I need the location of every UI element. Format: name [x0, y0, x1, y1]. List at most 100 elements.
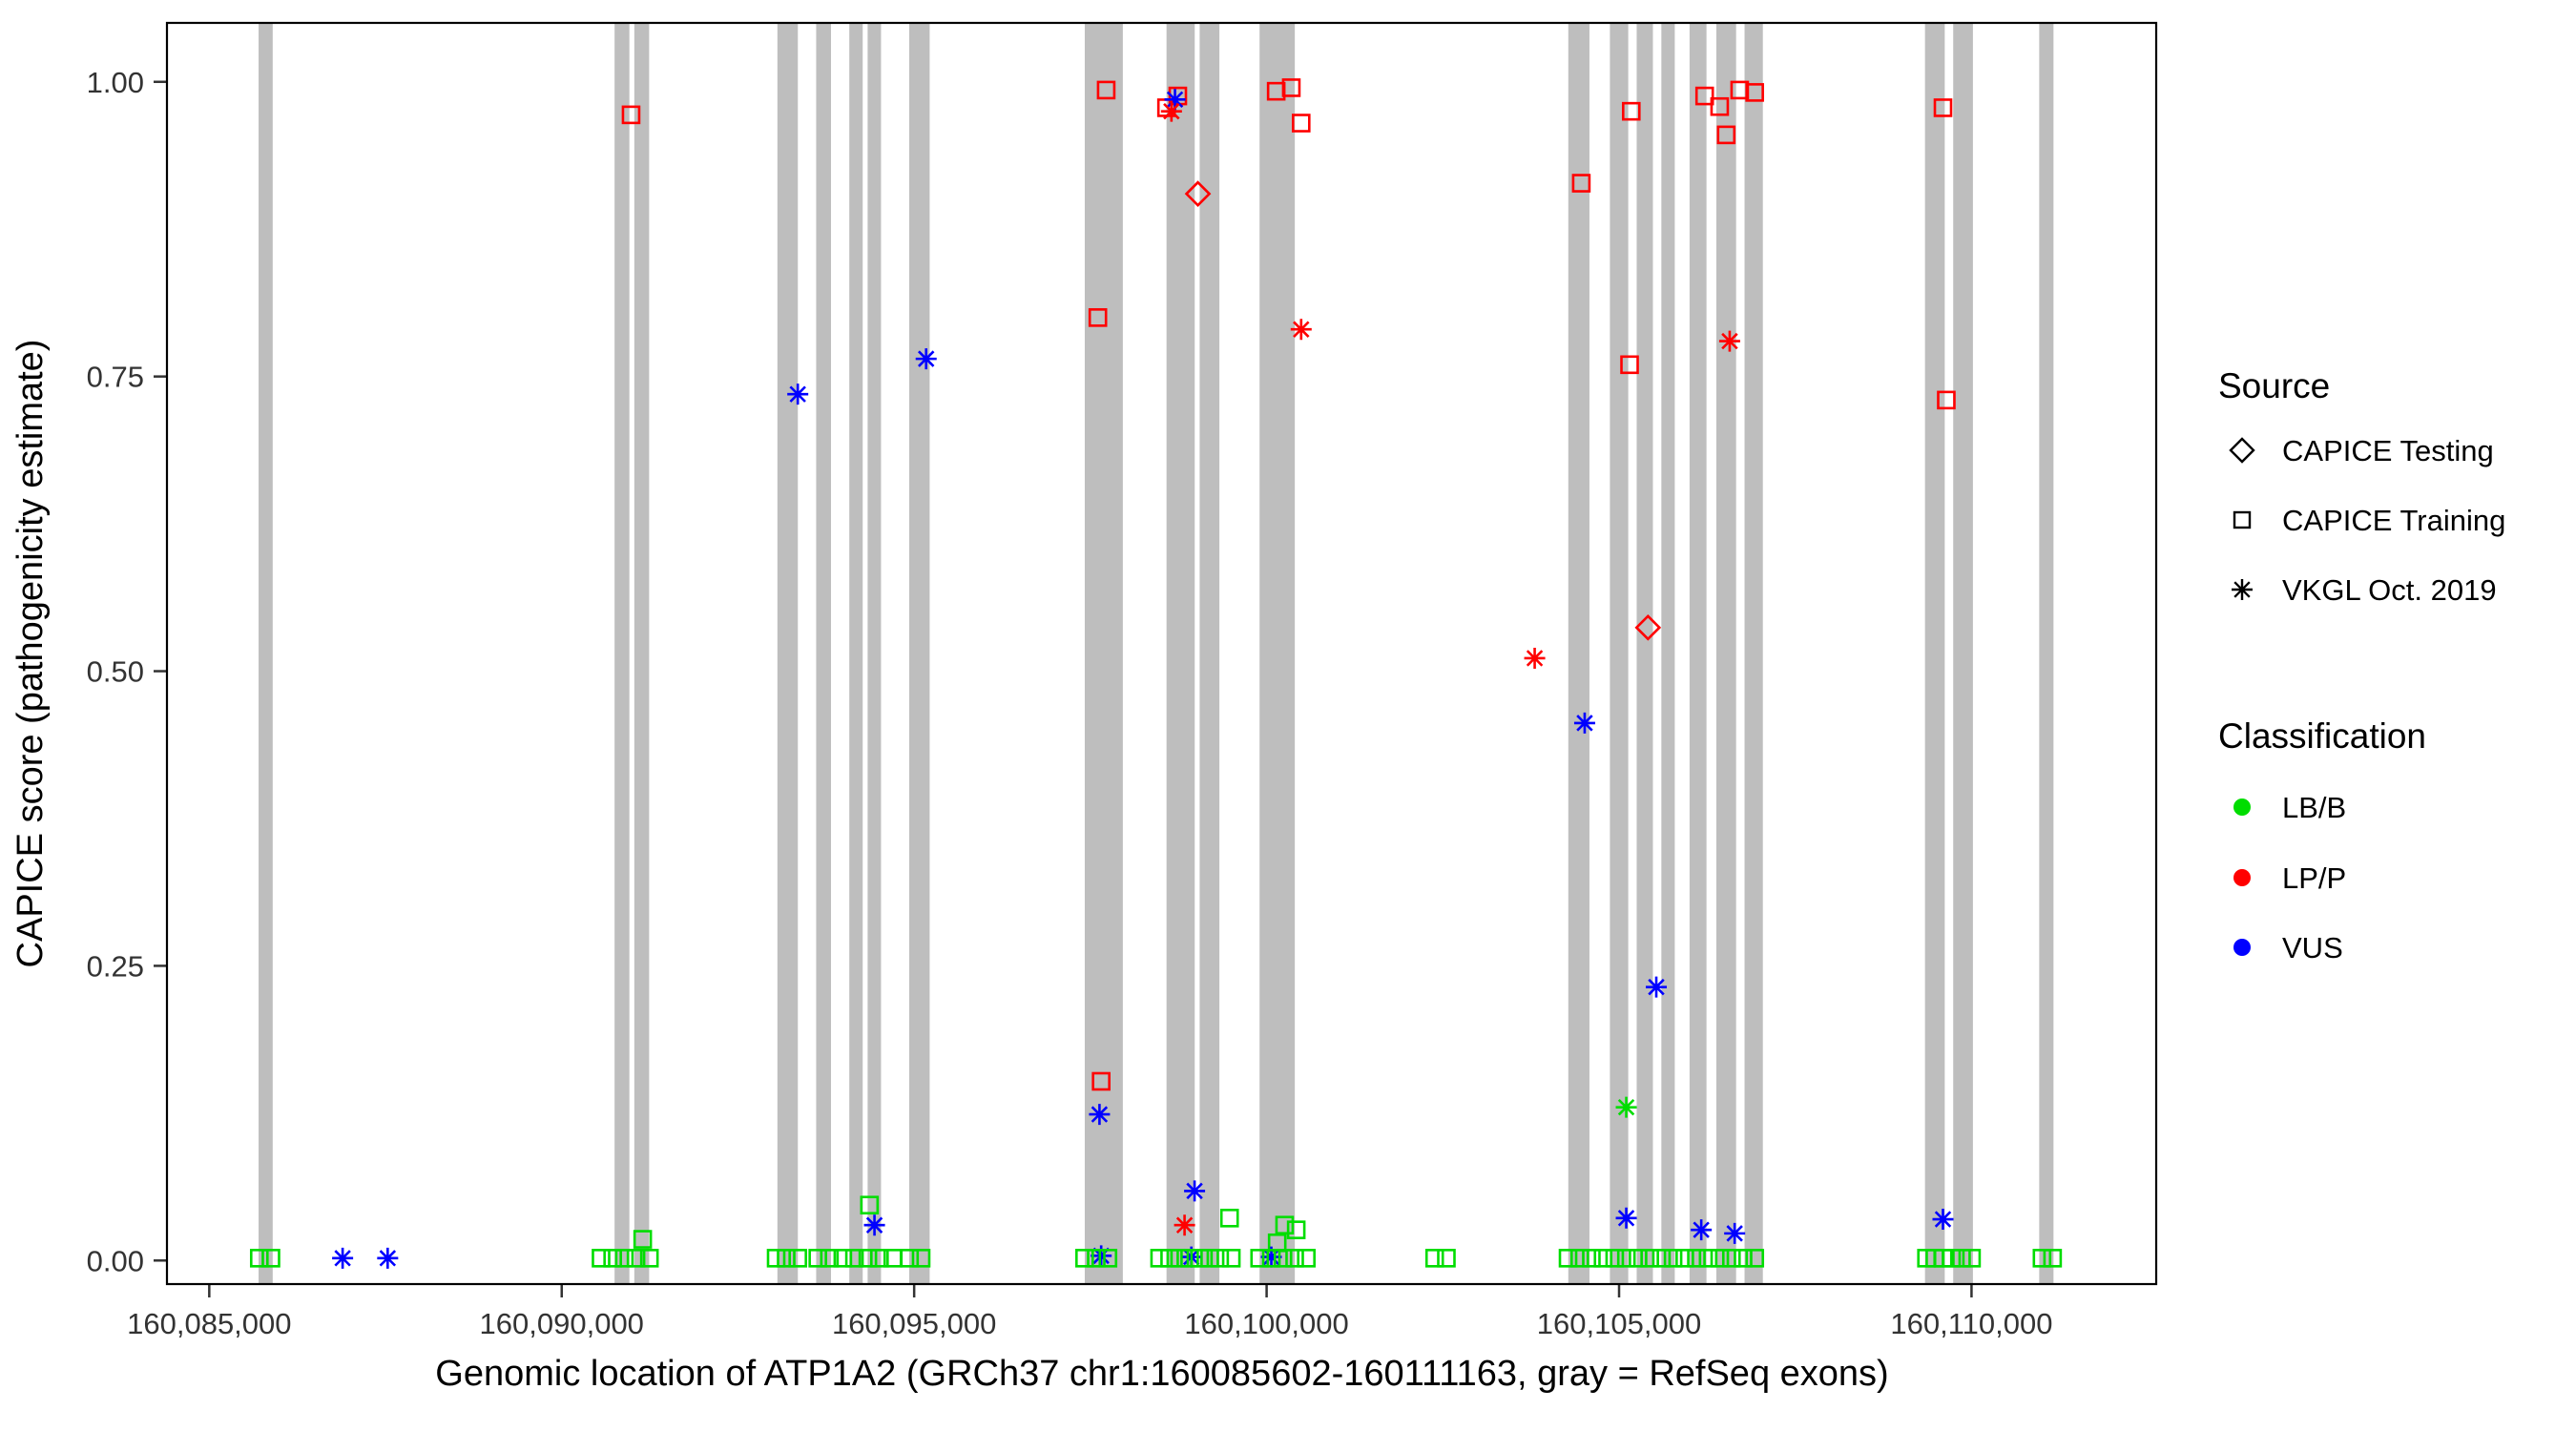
data-point-square [1687, 1249, 1706, 1268]
square-icon [2233, 510, 2252, 529]
data-point-square [261, 1249, 280, 1268]
exon-bar [816, 23, 831, 1284]
data-point-asterisk [1932, 1209, 1954, 1231]
data-point-square [603, 1249, 622, 1268]
exon-bar [1199, 23, 1220, 1284]
data-point-asterisk [1290, 319, 1312, 341]
lbb-color-dot-icon [2233, 798, 2251, 816]
data-point-square [777, 1249, 796, 1268]
data-point-asterisk [1615, 1207, 1637, 1229]
plot-background [167, 23, 2156, 1284]
data-point-square [1437, 1249, 1456, 1268]
y-tick-label: 0.00 [87, 1244, 144, 1277]
x-tick-label: 160,085,000 [127, 1307, 291, 1340]
data-point-square [1716, 125, 1736, 145]
legend-item-lpp: LP/P [2282, 861, 2346, 895]
data-point-asterisk [1615, 1096, 1637, 1118]
data-point-square [1190, 1249, 1210, 1268]
data-point-asterisk [377, 1247, 399, 1269]
legend-item-capice-training: CAPICE Training [2282, 504, 2505, 537]
exon-bar [1715, 23, 1736, 1284]
data-point-square [1297, 1249, 1316, 1268]
exon-bar [849, 23, 863, 1284]
data-point-asterisk [1089, 1104, 1111, 1126]
y-axis-title: CAPICE score (pathogenicity estimate) [10, 340, 51, 968]
data-point-square [1582, 1249, 1601, 1268]
data-point-square [621, 105, 641, 125]
exon-bar [1610, 23, 1629, 1284]
data-point-asterisk [1160, 100, 1182, 122]
data-point-diamond [1184, 180, 1212, 207]
x-tick-label: 160,100,000 [1184, 1307, 1348, 1340]
data-point-square [1710, 1249, 1730, 1268]
data-point-square [900, 1249, 920, 1268]
exon-bar [1084, 23, 1123, 1284]
data-point-asterisk [1091, 1245, 1112, 1267]
data-point-square [1210, 1249, 1230, 1268]
y-tick-label: 1.00 [87, 66, 144, 99]
x-tick-label: 160,095,000 [832, 1307, 996, 1340]
data-point-square [1219, 1209, 1239, 1228]
data-point-square [1640, 1249, 1659, 1268]
legend-item-vkgl: VKGL Oct. 2019 [2282, 573, 2497, 607]
data-point-square [1620, 355, 1639, 375]
data-point-diamond [1634, 613, 1662, 641]
data-point-square [1221, 1249, 1241, 1268]
data-point-square [1745, 1249, 1765, 1268]
legend-item-lbb: LB/B [2282, 791, 2346, 824]
data-point-square [1571, 174, 1591, 193]
data-point-square [592, 1249, 611, 1268]
x-tick-label: 160,105,000 [1537, 1307, 1701, 1340]
data-point-asterisk [332, 1247, 354, 1269]
data-point-square [1087, 1249, 1106, 1268]
data-point-square [1616, 1249, 1636, 1268]
data-point-asterisk [1524, 647, 1546, 669]
exon-bar [1953, 23, 1973, 1284]
exon-bar [1259, 23, 1296, 1284]
data-point-asterisk [1646, 976, 1668, 998]
exon-bar [1166, 23, 1195, 1284]
legend-item-vus: VUS [2282, 931, 2343, 964]
data-point-square [1652, 1249, 1672, 1268]
data-point-square [1558, 1249, 1578, 1268]
data-point-square [1942, 1249, 1962, 1268]
lpp-color-dot-icon [2233, 869, 2251, 886]
data-point-square [1273, 1249, 1293, 1268]
diamond-icon [2229, 437, 2255, 464]
data-point-asterisk [1718, 330, 1740, 352]
legend-source: Source CAPICE Testing CAPICE Training VK… [2218, 366, 2505, 607]
panel-border [165, 21, 2158, 1286]
data-point-square [639, 1249, 659, 1268]
data-point-square [1286, 1220, 1306, 1239]
exon-bar [614, 23, 630, 1284]
data-point-asterisk [1573, 712, 1595, 734]
exon-bar [777, 23, 799, 1284]
y-tick-label: 0.75 [87, 361, 144, 394]
data-point-square [1663, 1249, 1683, 1268]
data-point-square [1710, 96, 1730, 116]
data-point-asterisk [1724, 1222, 1746, 1244]
exon-bar [1568, 23, 1589, 1284]
data-point-square [1952, 1249, 1971, 1268]
data-point-asterisk [1164, 89, 1186, 111]
data-point-asterisk [1174, 1214, 1195, 1236]
data-point-square [1734, 1249, 1753, 1268]
exon-bar [634, 23, 650, 1284]
data-point-asterisk [915, 348, 937, 370]
data-point-square [1091, 1071, 1111, 1091]
data-point-square [1291, 114, 1311, 133]
data-point-square [1605, 1249, 1625, 1268]
data-point-square [820, 1249, 840, 1268]
exon-bar [1689, 23, 1707, 1284]
data-point-square [860, 1195, 880, 1215]
data-point-square [1694, 86, 1714, 106]
data-point-square [1698, 1249, 1718, 1268]
data-point-square [249, 1249, 269, 1268]
data-point-square [1250, 1249, 1270, 1268]
x-tick-label: 160,090,000 [480, 1307, 644, 1340]
data-point-square [1285, 1249, 1304, 1268]
data-point-square [1569, 1249, 1589, 1268]
asterisk-icon [2232, 579, 2253, 600]
data-point-square [1098, 1249, 1118, 1268]
